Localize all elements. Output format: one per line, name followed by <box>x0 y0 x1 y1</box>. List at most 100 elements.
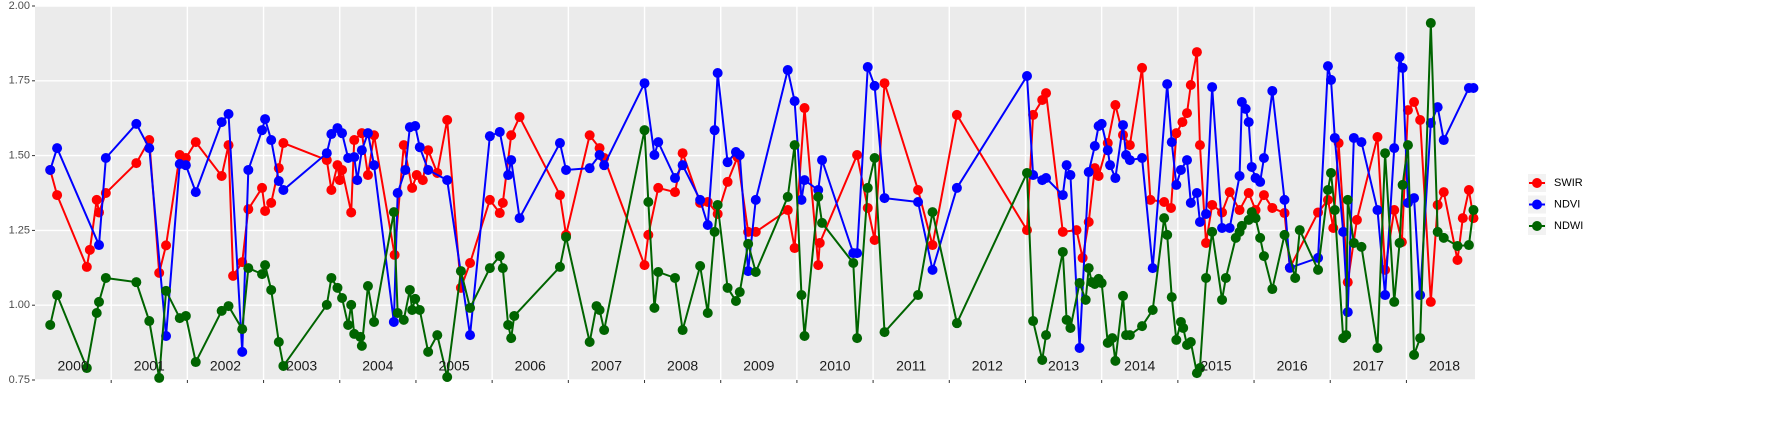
point <box>1279 229 1290 240</box>
point <box>346 299 357 310</box>
point <box>1258 190 1269 201</box>
point <box>506 130 517 141</box>
point <box>1061 160 1072 171</box>
point <box>52 290 63 301</box>
point <box>266 135 277 146</box>
point <box>677 160 688 171</box>
point <box>1089 141 1100 152</box>
point <box>257 125 268 136</box>
point <box>1118 120 1128 131</box>
point <box>497 197 508 208</box>
point <box>702 307 713 318</box>
point <box>352 175 363 186</box>
point <box>1389 205 1400 216</box>
point <box>879 193 890 204</box>
point <box>1207 226 1218 237</box>
point <box>392 307 403 318</box>
point <box>1463 185 1474 196</box>
point <box>1258 152 1269 163</box>
point <box>506 155 517 166</box>
point <box>1438 187 1449 198</box>
point <box>1028 316 1039 327</box>
point <box>1201 237 1212 248</box>
point <box>1166 137 1177 148</box>
point <box>257 182 268 193</box>
point <box>722 282 733 293</box>
point <box>599 160 610 171</box>
point <box>497 263 508 274</box>
point <box>862 182 873 193</box>
point <box>951 182 962 193</box>
y-tick-label: 1.25 <box>9 224 30 236</box>
point <box>494 251 505 262</box>
point <box>1077 252 1088 263</box>
point <box>796 194 807 205</box>
point <box>1409 97 1420 108</box>
point <box>337 164 348 175</box>
point <box>369 316 380 327</box>
point <box>414 142 425 153</box>
point <box>1137 152 1148 163</box>
point <box>326 272 337 283</box>
point <box>1255 232 1266 243</box>
point <box>594 150 605 161</box>
point <box>734 287 745 298</box>
point <box>789 96 800 107</box>
point <box>639 260 650 271</box>
point <box>852 150 863 161</box>
point <box>913 185 924 196</box>
point <box>1279 208 1290 219</box>
point <box>639 125 650 136</box>
point <box>356 145 367 156</box>
point <box>131 118 142 129</box>
year-label: 2010 <box>819 358 850 374</box>
point <box>1102 145 1113 156</box>
point <box>1356 137 1367 148</box>
point <box>1415 333 1426 344</box>
y-tick-label: 1.00 <box>9 299 30 311</box>
point <box>321 155 332 166</box>
point <box>334 175 345 186</box>
point <box>94 240 104 251</box>
point <box>1425 296 1436 307</box>
year-label: 2014 <box>1124 358 1155 374</box>
point <box>1338 226 1349 237</box>
point <box>712 199 723 210</box>
point <box>161 240 172 251</box>
point <box>388 207 399 218</box>
point <box>346 207 357 218</box>
point <box>494 208 505 219</box>
point <box>796 290 807 301</box>
year-label: 2008 <box>667 358 698 374</box>
point <box>1255 176 1266 187</box>
point <box>1118 290 1128 301</box>
point <box>1166 292 1177 303</box>
point <box>131 158 142 169</box>
point <box>1124 330 1135 341</box>
point <box>407 304 418 315</box>
point <box>1137 62 1148 73</box>
point <box>1057 190 1068 201</box>
y-tick-label: 1.75 <box>9 75 30 87</box>
point <box>709 226 720 237</box>
point <box>1342 194 1353 205</box>
point <box>554 190 565 201</box>
point <box>1322 61 1333 72</box>
point <box>594 304 605 315</box>
point <box>1397 179 1408 190</box>
point <box>100 272 111 283</box>
point <box>813 260 824 271</box>
point <box>84 244 95 255</box>
legend-point <box>1532 178 1542 188</box>
year-label: 2018 <box>1429 358 1460 374</box>
point <box>1201 208 1212 219</box>
point <box>260 205 271 216</box>
point <box>1185 337 1196 348</box>
point <box>750 266 761 277</box>
point <box>131 277 142 288</box>
point <box>1194 140 1205 151</box>
point <box>1348 132 1359 143</box>
point <box>349 152 360 163</box>
point <box>1468 213 1479 224</box>
